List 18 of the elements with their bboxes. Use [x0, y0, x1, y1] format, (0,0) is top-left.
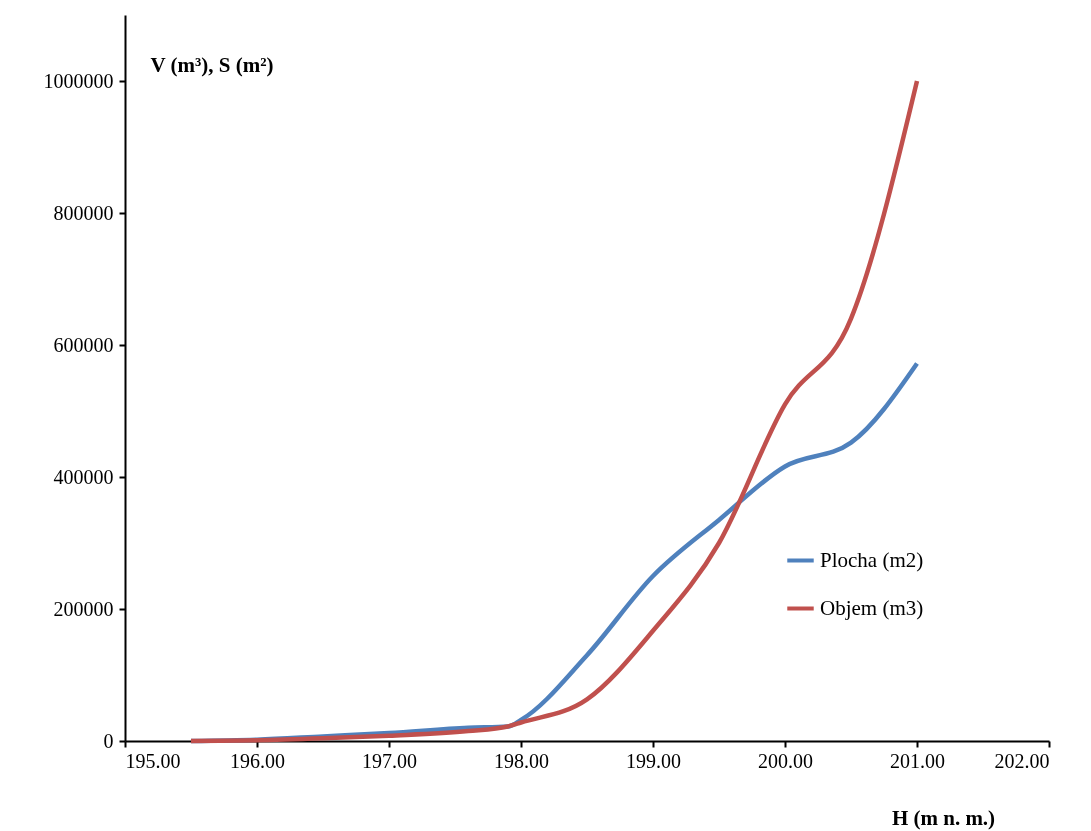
legend-label: Objem (m3): [820, 595, 924, 620]
y-tick-label: 600000: [53, 333, 114, 356]
x-tick-label: 200.00: [758, 749, 813, 772]
x-tick-label: 201.00: [890, 749, 945, 772]
x-tick-label: 196.00: [230, 749, 285, 772]
x-tick-label: 199.00: [626, 749, 681, 772]
legend-label: Plocha (m2): [820, 547, 924, 572]
y-tick-label: 800000: [53, 201, 114, 224]
x-tick-label: 198.00: [494, 749, 549, 772]
y-axis-title: V (m³), S (m²): [150, 52, 274, 77]
y-tick-label: 1000000: [43, 69, 114, 92]
x-tick-label: 197.00: [362, 749, 417, 772]
x-axis-title: H (m n. m.): [891, 805, 996, 830]
y-tick-label: 200000: [53, 597, 114, 620]
y-tick-label: 400000: [53, 465, 114, 488]
y-tick-label: 0: [103, 729, 114, 752]
x-tick-label: 202.00: [994, 749, 1050, 772]
x-tick-label: 195.00: [125, 749, 181, 772]
